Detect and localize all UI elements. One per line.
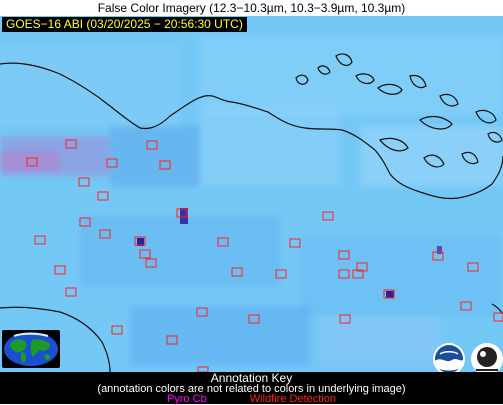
hotspot-pixel bbox=[137, 238, 144, 246]
wildfire-detection-box bbox=[217, 237, 229, 247]
wildfire-detection-box bbox=[146, 140, 158, 150]
wildfire-legend: Wildfire Detection bbox=[249, 393, 336, 405]
wildfire-detection-box bbox=[383, 289, 395, 299]
wildfire-detection-box bbox=[197, 366, 209, 372]
hotspot-pixel bbox=[386, 291, 394, 298]
wildfire-detection-box bbox=[493, 312, 503, 322]
wildfire-detection-box bbox=[166, 335, 178, 345]
wildfire-detection-box bbox=[54, 265, 66, 275]
wildfire-detection-box bbox=[338, 250, 350, 260]
wildfire-detection-box bbox=[145, 258, 157, 268]
wildfire-detection-box bbox=[467, 262, 479, 272]
wildfire-detection-box bbox=[139, 249, 151, 259]
wildfire-detection-box bbox=[65, 287, 77, 297]
wildfire-detection-box bbox=[65, 139, 77, 149]
wildfire-detection-box bbox=[248, 314, 260, 324]
image-title: False Color Imagery (12.3−10.3µm, 10.3−3… bbox=[0, 0, 503, 16]
wildfire-detection-box bbox=[231, 267, 243, 277]
imagery-texture bbox=[0, 36, 503, 366]
coastline bbox=[0, 53, 503, 372]
wildfire-detection-box bbox=[106, 158, 118, 168]
wildfire-detection-box bbox=[339, 314, 351, 324]
wildfire-detection-box bbox=[34, 235, 46, 245]
wildfire-detection-box bbox=[432, 251, 444, 261]
cimss-logo-icon bbox=[470, 342, 503, 372]
wildfire-detection-box bbox=[275, 269, 287, 279]
annotation-key-note: (annotation colors are not related to co… bbox=[97, 383, 406, 395]
wildfire-detection-box bbox=[78, 177, 90, 187]
wildfire-detection-box bbox=[159, 160, 171, 170]
hotspot-pixel bbox=[180, 208, 188, 224]
hotspot-pixel bbox=[437, 246, 442, 254]
map-layer bbox=[0, 36, 503, 372]
pyro-cb-legend: Pyro Cb bbox=[166, 393, 207, 405]
wildfire-detection-box bbox=[289, 238, 301, 248]
wildfire-detection-box bbox=[26, 157, 38, 167]
wildfire-detection-box bbox=[352, 269, 364, 279]
annotation-key-title: Annotation Key bbox=[210, 371, 293, 385]
globe-icon bbox=[2, 330, 60, 368]
wildfire-detections bbox=[26, 139, 503, 372]
satellite-map: GOES−16 ABI (03/20/2025 − 20:56:30 UTC) bbox=[0, 16, 503, 372]
wildfire-detection-box bbox=[176, 208, 188, 218]
wildfire-detection-box bbox=[460, 301, 472, 311]
wildfire-detection-box bbox=[338, 269, 350, 279]
satellite-timestamp-label: GOES−16 ABI (03/20/2025 − 20:56:30 UTC) bbox=[2, 17, 247, 32]
wildfire-detection-box bbox=[134, 236, 146, 246]
wildfire-detection-box bbox=[322, 211, 334, 221]
wildfire-detection-box bbox=[356, 262, 368, 272]
wildfire-detection-box bbox=[99, 229, 111, 239]
wildfire-detection-box bbox=[97, 191, 109, 201]
wildfire-detection-box bbox=[111, 325, 123, 335]
noaa-logo-icon bbox=[432, 342, 466, 372]
wildfire-detection-box bbox=[79, 217, 91, 227]
wildfire-detection-box bbox=[196, 307, 208, 317]
annotation-key: Annotation Key (annotation colors are no… bbox=[0, 371, 503, 405]
